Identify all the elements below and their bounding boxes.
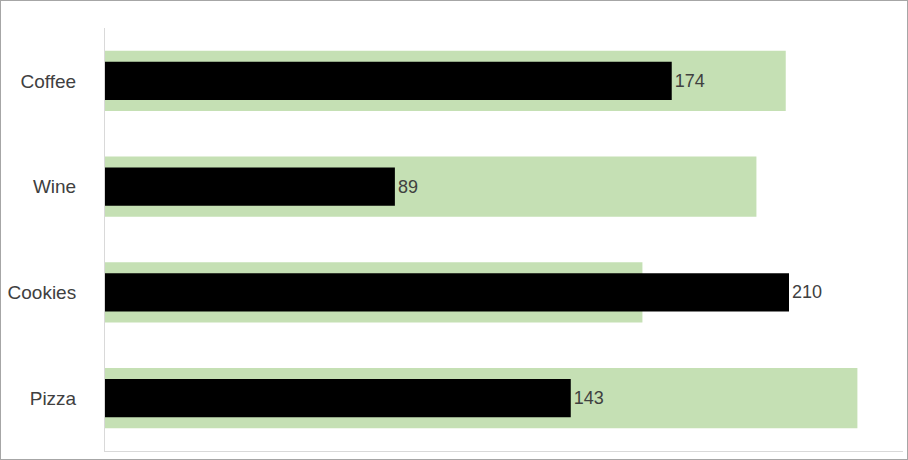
svg-text:Cookies: Cookies (8, 282, 77, 303)
svg-text:143: 143 (574, 388, 604, 408)
svg-text:89: 89 (398, 177, 418, 197)
svg-text:174: 174 (675, 71, 705, 91)
svg-text:Wine: Wine (33, 176, 76, 197)
svg-text:Coffee: Coffee (21, 71, 77, 92)
svg-text:Pizza: Pizza (30, 388, 77, 409)
svg-text:210: 210 (792, 282, 822, 302)
